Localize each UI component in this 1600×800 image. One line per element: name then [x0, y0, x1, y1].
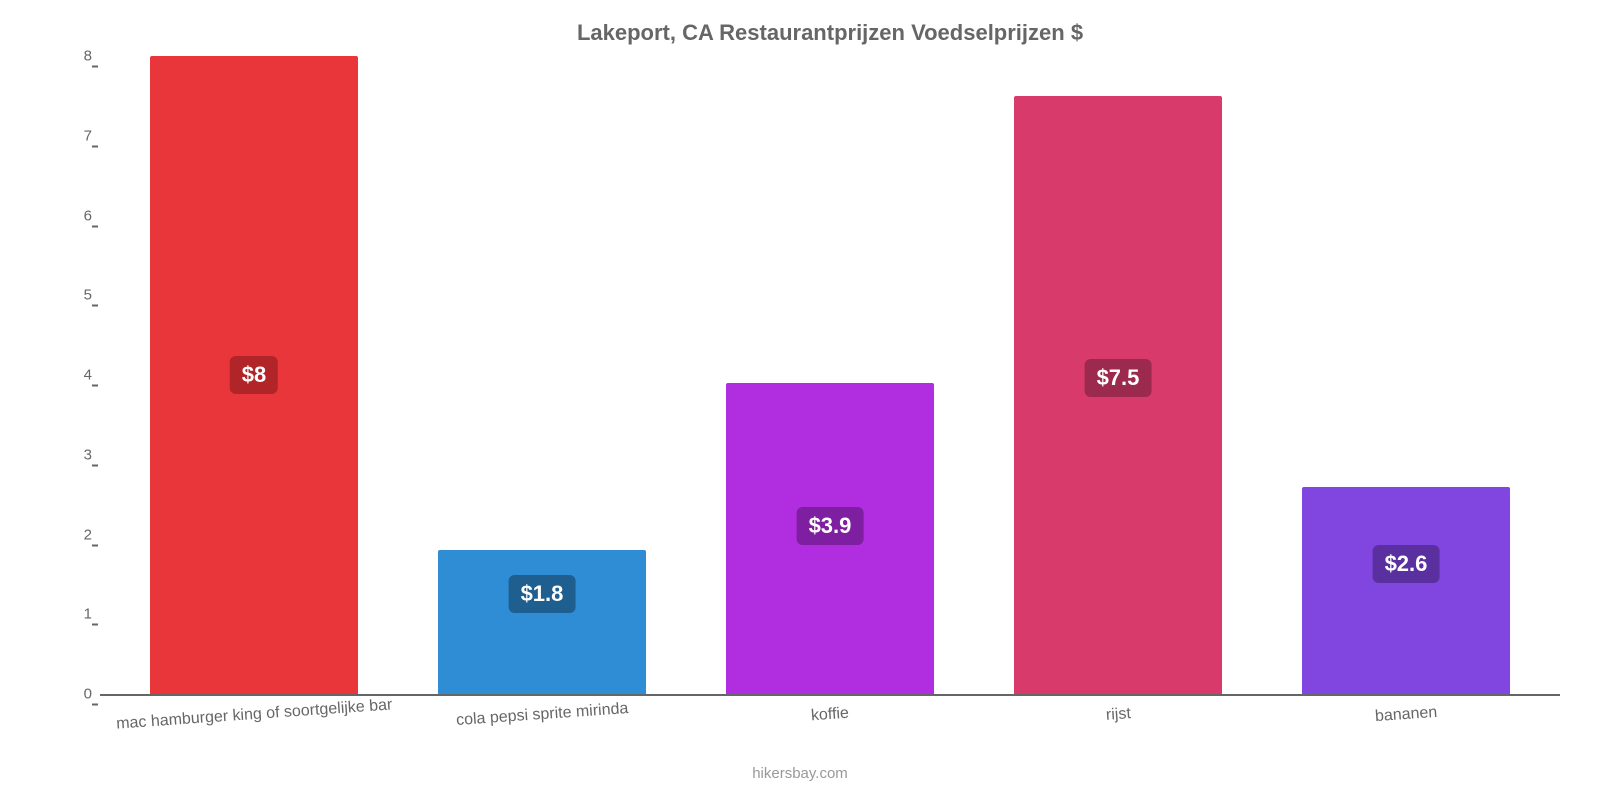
- value-badge: $2.6: [1373, 545, 1440, 583]
- bar: $8: [150, 56, 357, 694]
- value-badge: $7.5: [1085, 359, 1152, 397]
- x-axis-labels: mac hamburger king of soortgelijke barco…: [100, 694, 1560, 724]
- bar-slot: $7.5: [974, 56, 1262, 694]
- y-tick-label: 7: [84, 127, 92, 144]
- value-badge: $3.9: [797, 507, 864, 545]
- y-tick-label: 3: [84, 446, 92, 463]
- bars-row: $8 $1.8 $3.9 $7.5 $2.6: [100, 56, 1560, 694]
- bar-slot: $3.9: [686, 56, 974, 694]
- bar: $2.6: [1302, 487, 1509, 694]
- value-badge: $1.8: [509, 575, 576, 613]
- bar: $1.8: [438, 550, 645, 694]
- chart-container: Lakeport, CA Restaurantprijzen Voedselpr…: [0, 0, 1600, 800]
- bar: $7.5: [1014, 96, 1221, 694]
- bar-slot: $2.6: [1262, 56, 1550, 694]
- bar-slot: $1.8: [398, 56, 686, 694]
- y-tick-label: 4: [84, 367, 92, 384]
- y-tick-label: 6: [84, 207, 92, 224]
- attribution-text: hikersbay.com: [0, 765, 1600, 782]
- plot-area: 012345678 $8$1.8$3.9$7.5$2.6 mac hamburg…: [100, 56, 1560, 696]
- chart-title: Lakeport, CA Restaurantprijzen Voedselpr…: [100, 20, 1560, 46]
- bar-slot: $8: [110, 56, 398, 694]
- value-badge: $8: [230, 356, 278, 394]
- y-tick-label: 2: [84, 526, 92, 543]
- x-axis-label: cola pepsi sprite mirinda: [398, 694, 686, 724]
- x-axis-label: rijst: [974, 694, 1262, 724]
- y-tick-label: 5: [84, 287, 92, 304]
- y-axis: 012345678: [50, 56, 100, 694]
- y-tick-label: 1: [84, 606, 92, 623]
- x-axis-label: mac hamburger king of soortgelijke bar: [110, 694, 398, 724]
- x-axis-label: bananen: [1262, 694, 1550, 724]
- bar: $3.9: [726, 383, 933, 694]
- x-axis-label: koffie: [686, 694, 974, 724]
- y-tick-label: 0: [84, 686, 92, 703]
- y-tick-label: 8: [84, 48, 92, 65]
